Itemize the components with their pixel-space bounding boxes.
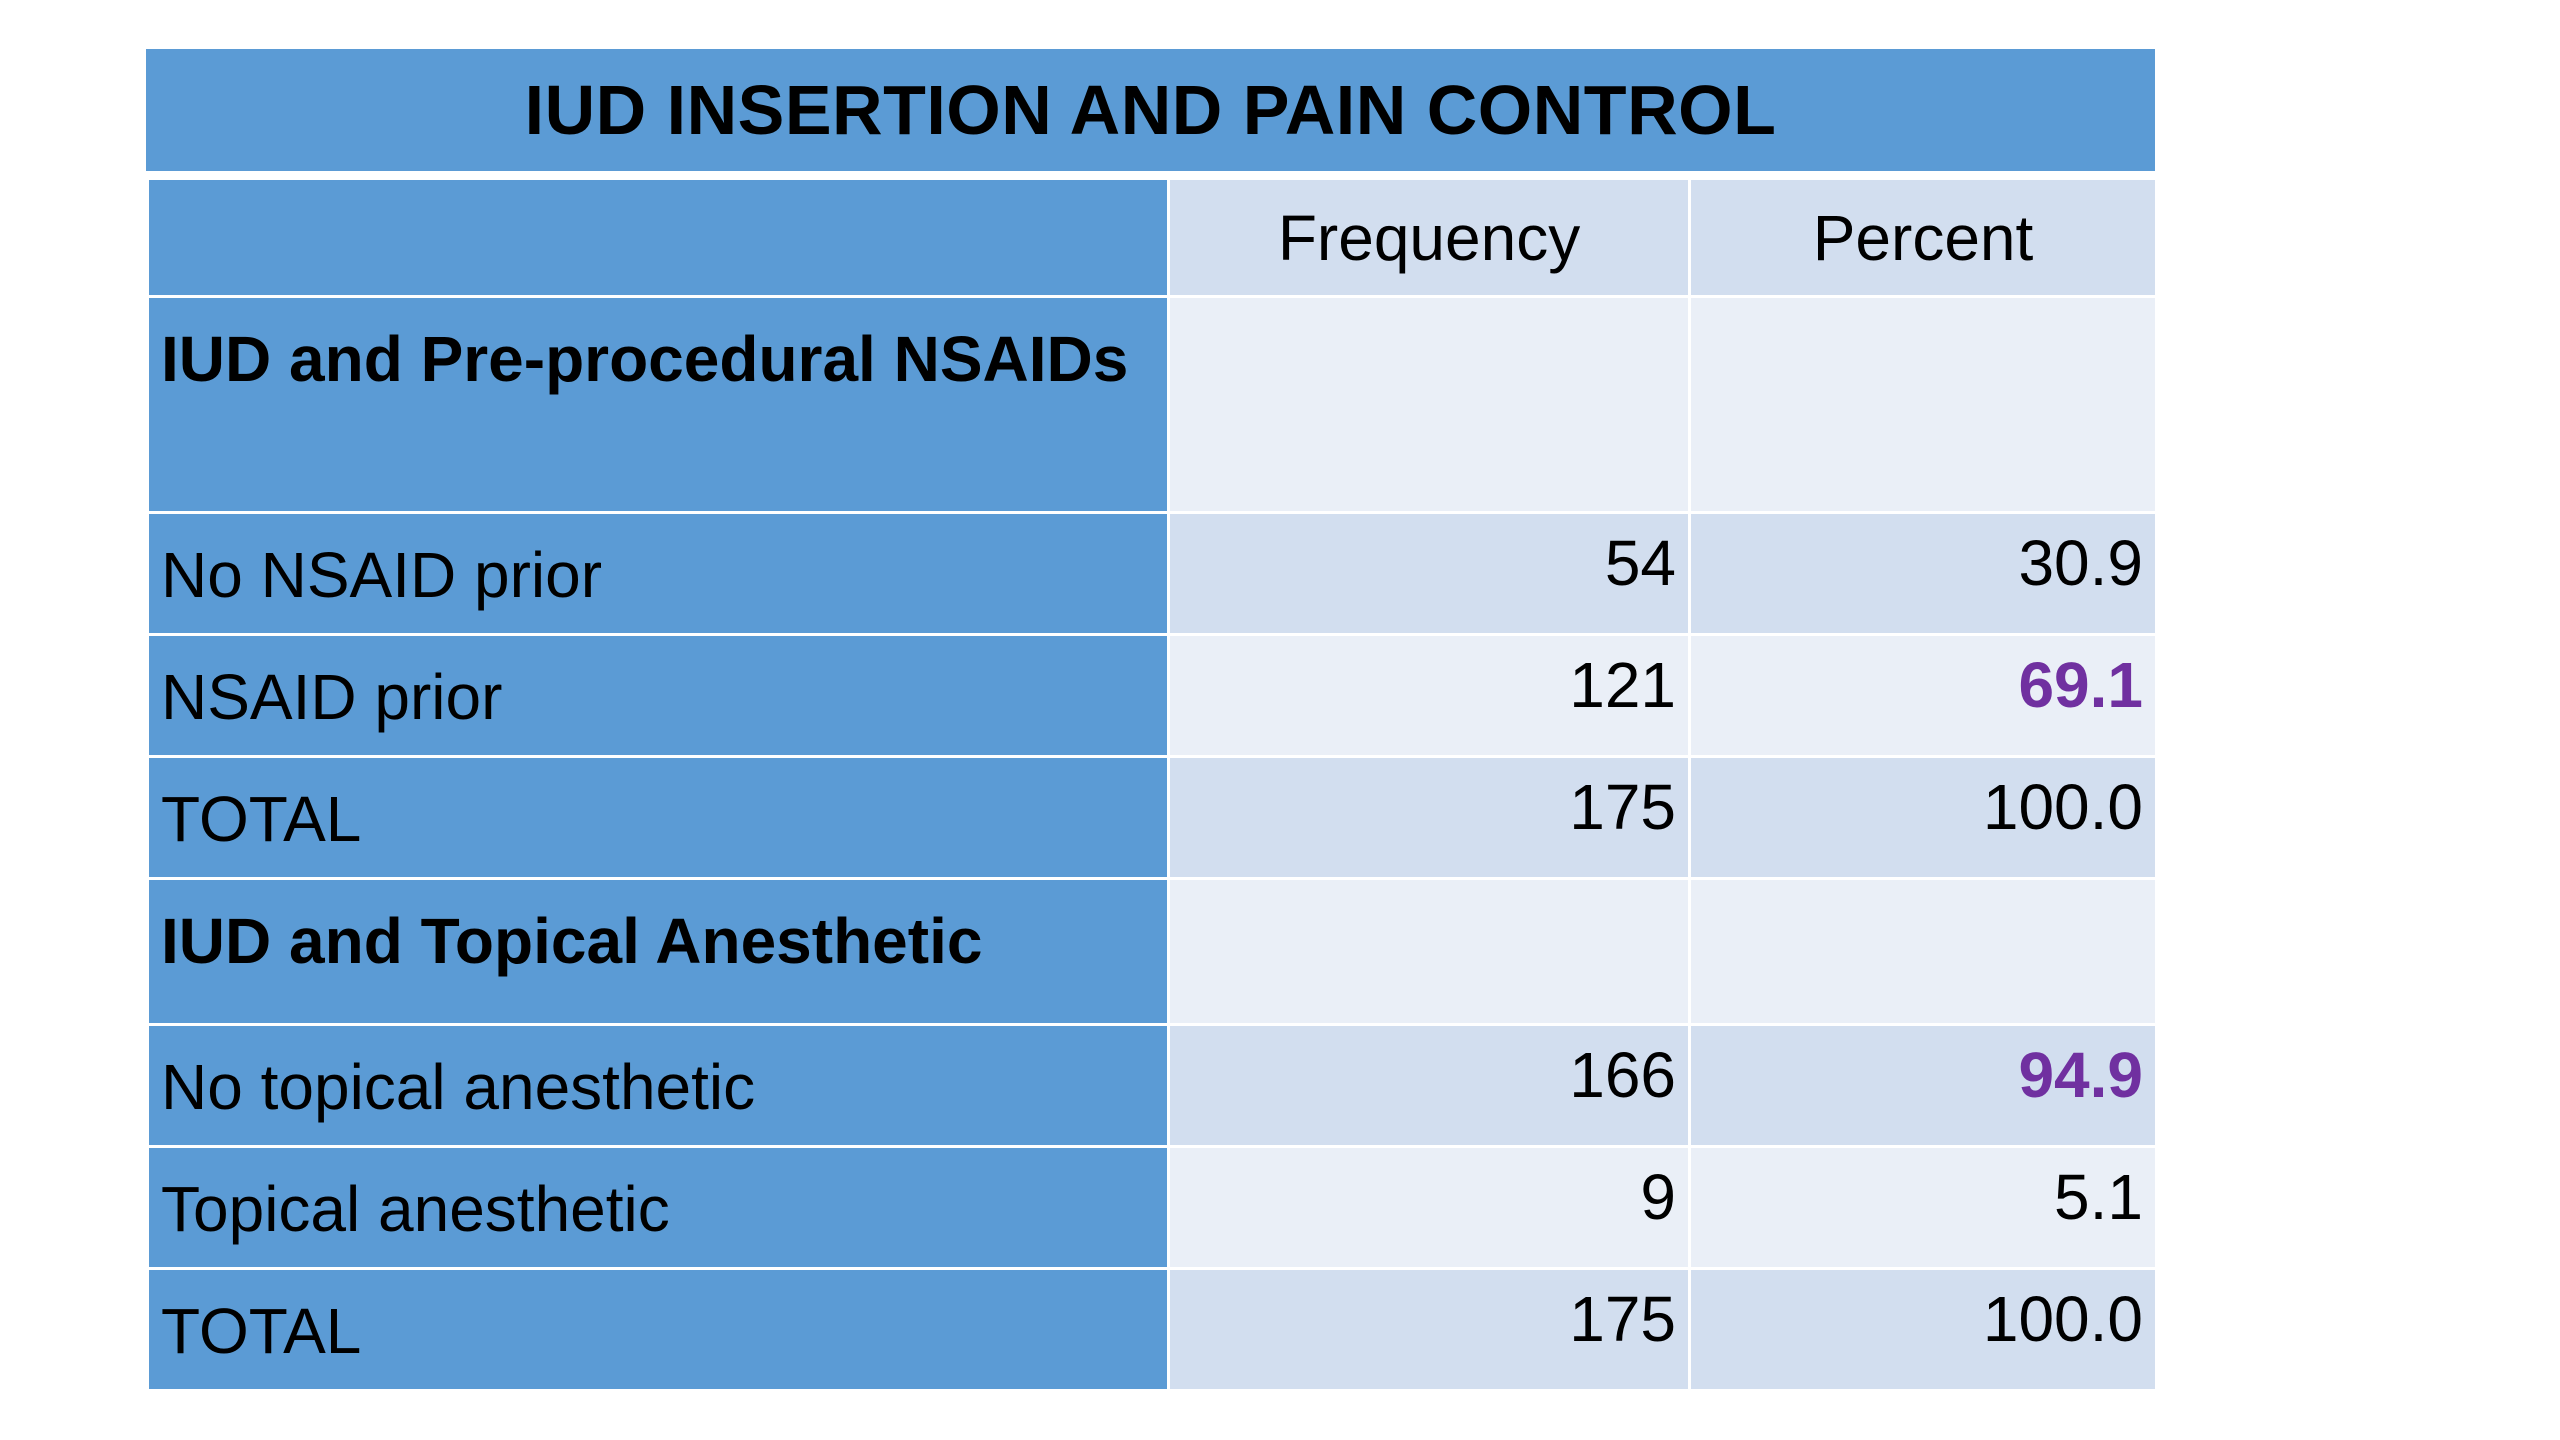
table-title-bar: IUD INSERTION AND PAIN CONTROL (146, 49, 2155, 177)
percent-cell: 5.1 (1688, 1145, 2158, 1270)
percent-cell-highlighted: 94.9 (1688, 1023, 2158, 1148)
frequency-cell: 175 (1167, 1267, 1691, 1392)
row-label: No topical anesthetic (146, 1023, 1170, 1148)
table-body: Frequency Percent IUD and Pre-procedural… (146, 177, 2158, 1392)
row-label: Topical anesthetic (146, 1145, 1170, 1270)
table-row: Topical anesthetic 9 5.1 (146, 1145, 2158, 1270)
percent-cell: 30.9 (1688, 511, 2158, 636)
data-table: IUD INSERTION AND PAIN CONTROL Frequency… (146, 49, 2158, 1392)
table-row: No topical anesthetic 166 94.9 (146, 1023, 2158, 1148)
header-percent: Percent (1688, 177, 2158, 298)
section-heading: IUD and Topical Anesthetic (146, 877, 1170, 1026)
percent-cell-highlighted: 69.1 (1688, 633, 2158, 758)
empty-cell (1167, 877, 1691, 1026)
frequency-cell: 9 (1167, 1145, 1691, 1270)
percent-cell: 100.0 (1688, 755, 2158, 880)
row-label: TOTAL (146, 1267, 1170, 1392)
table-title: IUD INSERTION AND PAIN CONTROL (524, 71, 1777, 149)
column-header-row: Frequency Percent (146, 177, 2158, 298)
frequency-cell: 175 (1167, 755, 1691, 880)
row-label: No NSAID prior (146, 511, 1170, 636)
empty-cell (1688, 877, 2158, 1026)
table-row: NSAID prior 121 69.1 (146, 633, 2158, 758)
empty-cell (1688, 295, 2158, 514)
section-heading-row: IUD and Pre-procedural NSAIDs (146, 295, 2158, 514)
table-row: TOTAL 175 100.0 (146, 1267, 2158, 1392)
frequency-cell: 121 (1167, 633, 1691, 758)
table-row: No NSAID prior 54 30.9 (146, 511, 2158, 636)
section-heading-row: IUD and Topical Anesthetic (146, 877, 2158, 1026)
frequency-cell: 54 (1167, 511, 1691, 636)
row-label: NSAID prior (146, 633, 1170, 758)
empty-cell (1167, 295, 1691, 514)
header-frequency: Frequency (1167, 177, 1691, 298)
table-row: TOTAL 175 100.0 (146, 755, 2158, 880)
section-heading: IUD and Pre-procedural NSAIDs (146, 295, 1170, 514)
percent-cell: 100.0 (1688, 1267, 2158, 1392)
frequency-cell: 166 (1167, 1023, 1691, 1148)
row-label: TOTAL (146, 755, 1170, 880)
header-blank-cell (146, 177, 1170, 298)
